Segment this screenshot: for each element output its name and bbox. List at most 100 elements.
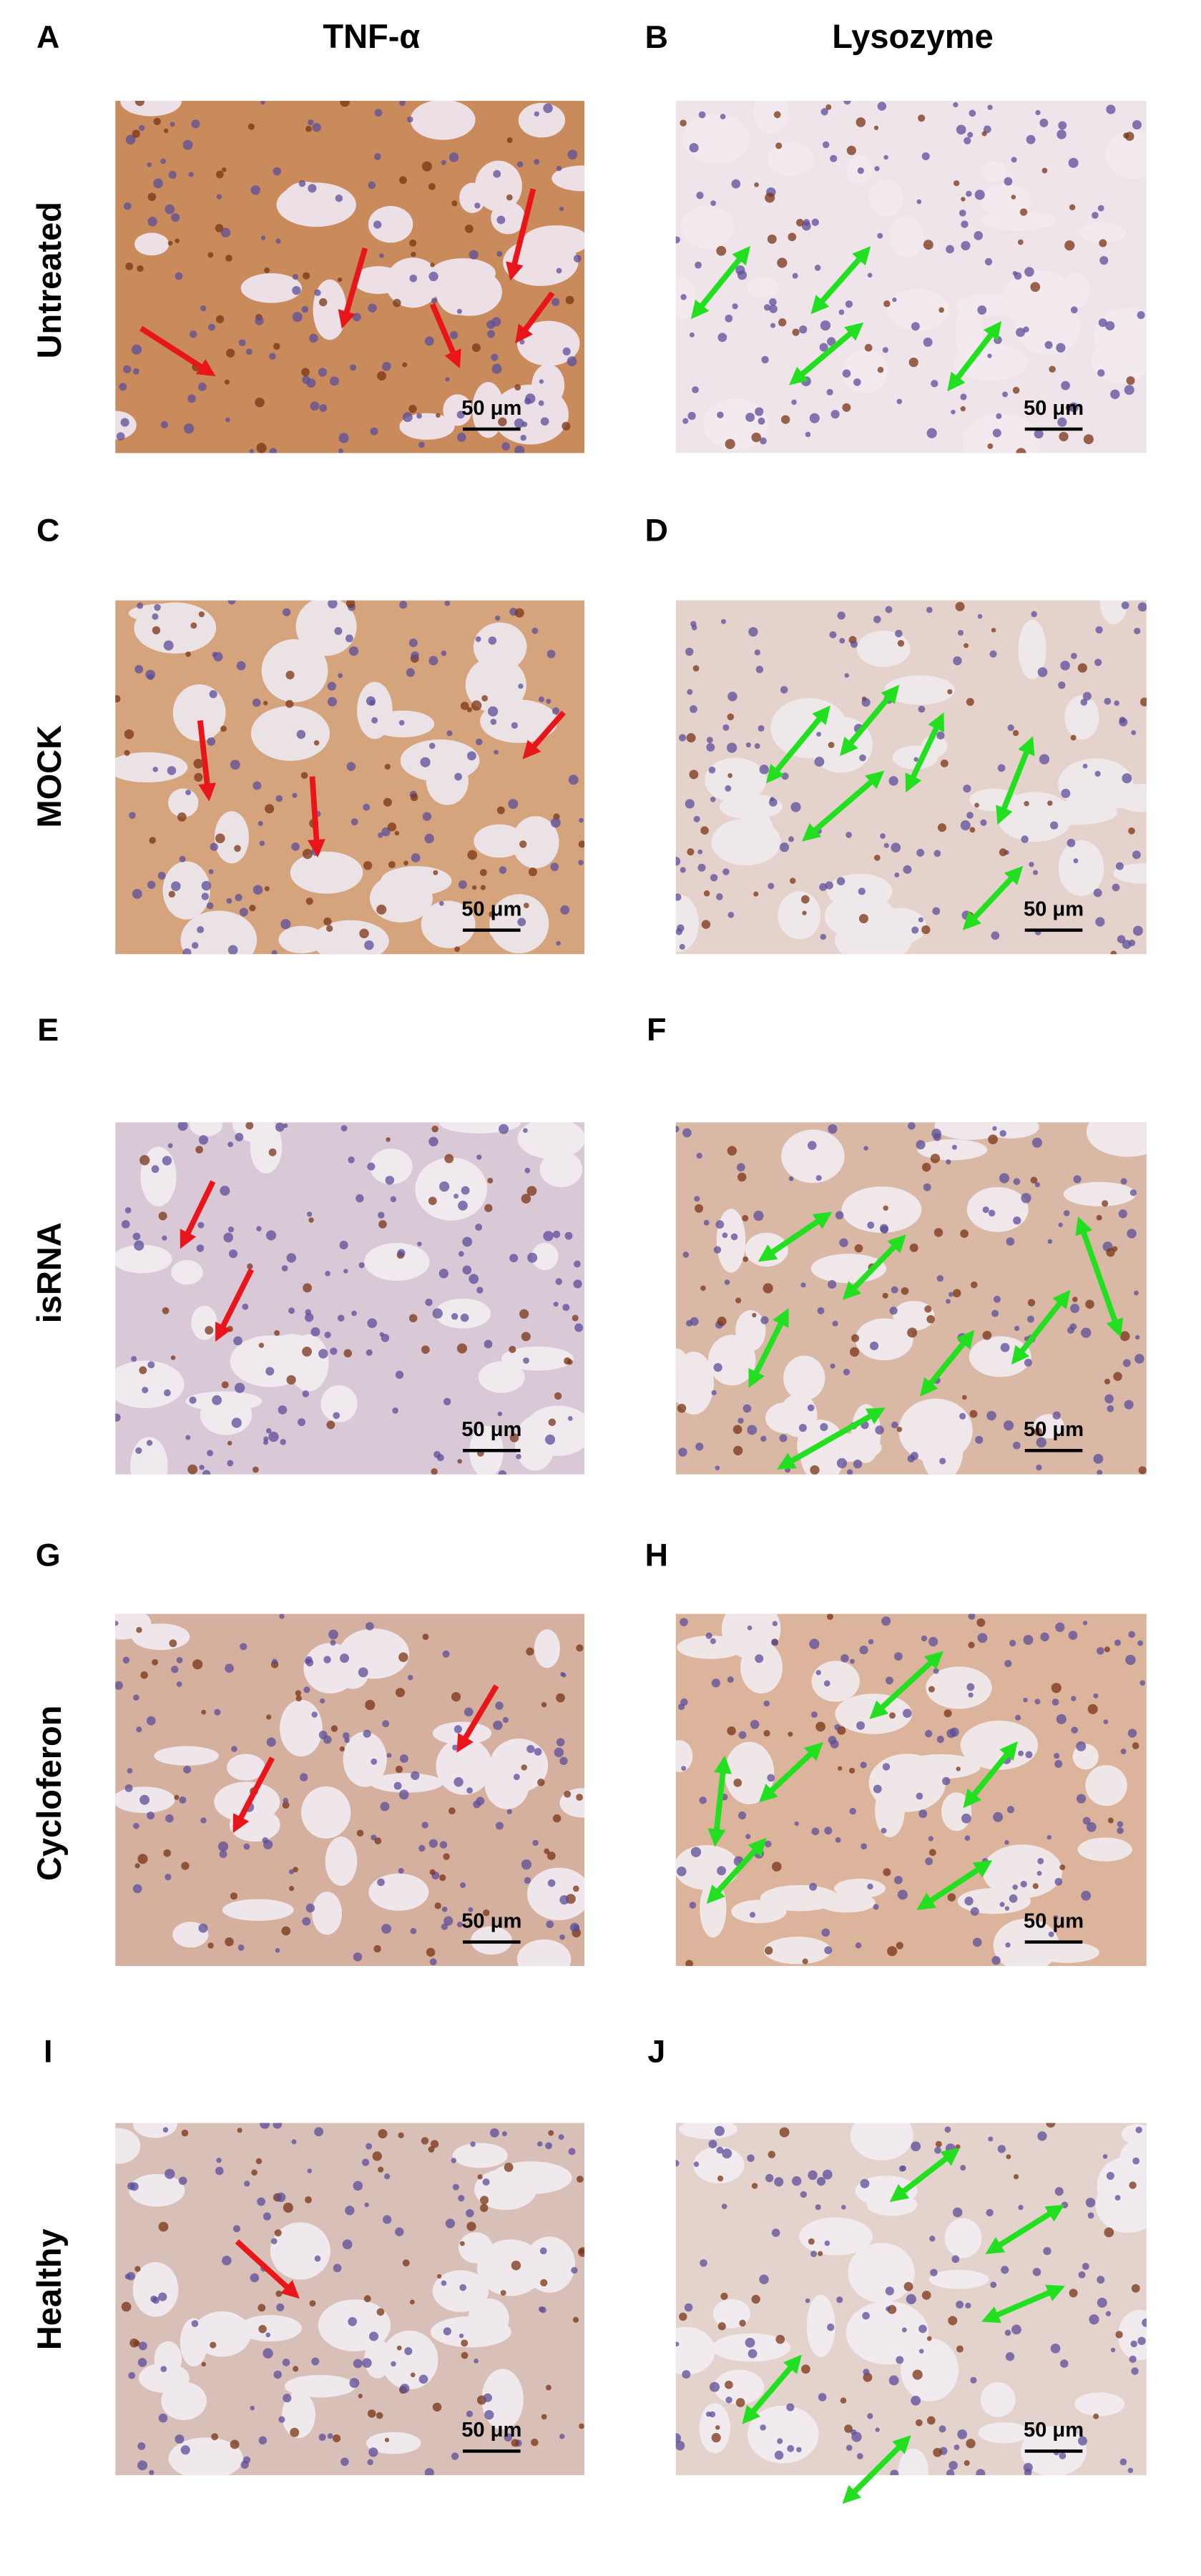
nucleus <box>751 2183 758 2189</box>
nucleus <box>679 943 685 950</box>
nucleus <box>278 1405 288 1415</box>
nucleus <box>363 2295 371 2303</box>
nucleus <box>448 1807 456 1815</box>
nucleus <box>742 1404 752 1413</box>
nucleus <box>124 1784 133 1792</box>
nucleus <box>225 1663 234 1673</box>
alveolus <box>261 639 328 702</box>
nucleus <box>573 255 582 262</box>
nucleus <box>266 1714 272 1720</box>
arrow <box>758 1742 823 1803</box>
nucleus <box>295 1690 302 1696</box>
nucleus <box>810 2251 818 2258</box>
arrow <box>338 247 368 329</box>
nucleus <box>119 383 127 391</box>
nucleus <box>175 2434 185 2444</box>
nucleus <box>711 1678 720 1688</box>
nucleus <box>675 2440 685 2451</box>
nucleus <box>856 2453 863 2459</box>
nucleus <box>996 413 1002 419</box>
nucleus <box>986 1410 996 1421</box>
nucleus <box>1058 121 1067 130</box>
nucleus <box>960 820 971 831</box>
nucleus <box>722 2148 732 2159</box>
nucleus <box>495 1701 504 1710</box>
nucleus <box>1135 2126 1142 2133</box>
nucleus <box>690 1847 702 1857</box>
alveolus <box>893 1300 935 1331</box>
nucleus <box>540 2278 548 2287</box>
nucleus <box>1049 365 1056 373</box>
nucleus <box>408 638 418 647</box>
nucleus <box>151 1165 160 1174</box>
nucleus <box>980 819 987 826</box>
nucleus <box>288 1869 295 1874</box>
nucleus <box>830 1363 835 1369</box>
nucleus <box>196 1244 205 1252</box>
alveolus <box>270 2222 330 2280</box>
nucleus <box>160 421 168 429</box>
nucleus <box>511 2261 521 2271</box>
nucleus <box>163 1389 171 1397</box>
nucleus <box>889 1307 898 1315</box>
nucleus <box>966 1683 975 1691</box>
nucleus <box>264 886 270 892</box>
nucleus <box>282 2359 290 2366</box>
nucleus <box>999 1173 1010 1184</box>
nucleus <box>230 759 240 770</box>
nucleus <box>240 2460 249 2469</box>
nucleus <box>367 2409 376 2418</box>
nucleus <box>402 412 413 423</box>
nucleus <box>1097 205 1104 212</box>
row-label: isRNA <box>30 1222 68 1323</box>
nucleus <box>800 1282 806 1288</box>
nucleus <box>308 184 317 193</box>
nucleus <box>966 697 974 707</box>
nucleus <box>271 1658 278 1665</box>
nucleus <box>727 692 737 702</box>
nucleus <box>199 1465 205 1470</box>
nucleus <box>874 166 880 172</box>
nucleus <box>1011 195 1016 200</box>
alveolus <box>168 788 199 817</box>
arrow <box>1011 1289 1071 1365</box>
nucleus <box>825 881 833 890</box>
nucleus <box>490 719 497 725</box>
nucleus <box>551 298 560 306</box>
nucleus <box>930 1154 941 1164</box>
alveolus <box>980 2382 1016 2417</box>
alveolus <box>763 1937 831 1965</box>
alveolus <box>473 622 527 672</box>
nucleus <box>846 2444 853 2452</box>
nucleus <box>931 380 938 388</box>
nucleus <box>193 759 204 769</box>
nucleus <box>709 2411 716 2418</box>
panel-letter: A <box>36 19 59 55</box>
nucleus <box>906 2294 916 2305</box>
nucleus <box>391 2361 396 2367</box>
alveolus <box>1086 1122 1147 1157</box>
nucleus <box>306 378 316 388</box>
nucleus <box>147 1811 155 1820</box>
nucleus <box>753 1210 764 1221</box>
nucleus <box>976 1618 986 1627</box>
nucleus <box>523 903 529 908</box>
nucleus <box>319 404 328 412</box>
nucleus <box>1039 754 1050 765</box>
nucleus <box>176 1681 182 1687</box>
nucleus <box>727 773 732 778</box>
nucleus <box>790 877 796 884</box>
nucleus <box>135 1447 142 1454</box>
nucleus <box>974 190 985 200</box>
nucleus <box>390 1196 397 1203</box>
nucleus <box>452 1744 459 1751</box>
nucleus <box>982 1330 992 1340</box>
nucleus <box>735 2398 745 2407</box>
nucleus <box>1114 700 1119 707</box>
nucleus <box>255 316 264 325</box>
nucleus <box>344 1737 350 1744</box>
nucleus <box>1125 1654 1136 1666</box>
nucleus <box>459 2241 465 2246</box>
alveolus <box>539 1151 583 1188</box>
nucleus <box>438 1269 448 1279</box>
